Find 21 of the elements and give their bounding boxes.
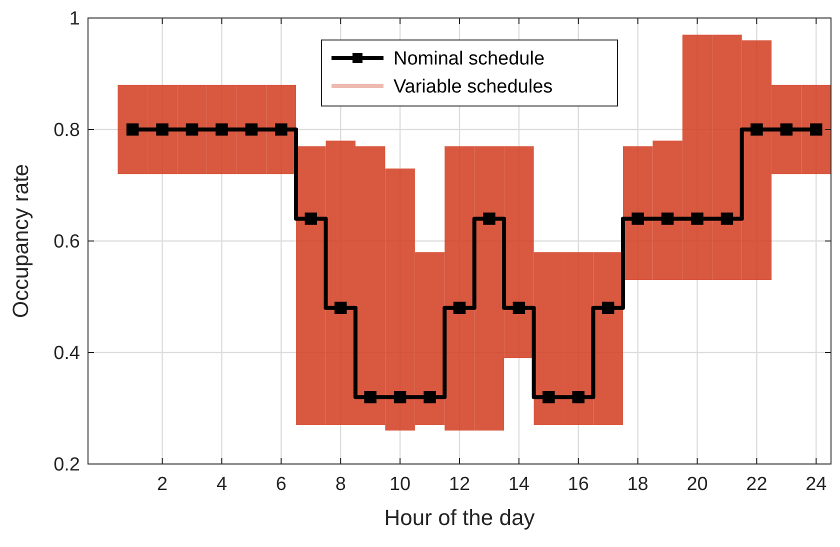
- y-tick-label: 1: [69, 8, 80, 30]
- x-tick-label: 4: [216, 474, 228, 495]
- x-tick-label: 14: [508, 474, 530, 495]
- x-axis-title: Hour of the day: [384, 505, 535, 530]
- x-tick-label: 8: [335, 474, 346, 495]
- x-tick-label: 22: [746, 474, 768, 495]
- y-tick-label: 0.2: [54, 454, 80, 476]
- y-tick-label: 0.4: [54, 343, 80, 364]
- y-tick-label: 0.6: [54, 232, 80, 253]
- legend-label: Nominal schedule: [394, 48, 545, 70]
- x-tick-label: 12: [448, 474, 470, 495]
- x-tick-label: 16: [568, 474, 589, 495]
- legend-label: Variable schedules: [394, 76, 553, 98]
- x-tick-label: 10: [389, 474, 411, 495]
- y-axis-title: Occupancy rate: [8, 164, 33, 318]
- x-tick-label: 18: [627, 474, 648, 495]
- x-tick-label: 24: [806, 474, 828, 495]
- y-tick-label: 0.8: [54, 120, 80, 142]
- x-tick-label: 6: [276, 474, 286, 495]
- x-tick-label: 20: [686, 474, 708, 495]
- x-tick-label: 2: [157, 474, 168, 495]
